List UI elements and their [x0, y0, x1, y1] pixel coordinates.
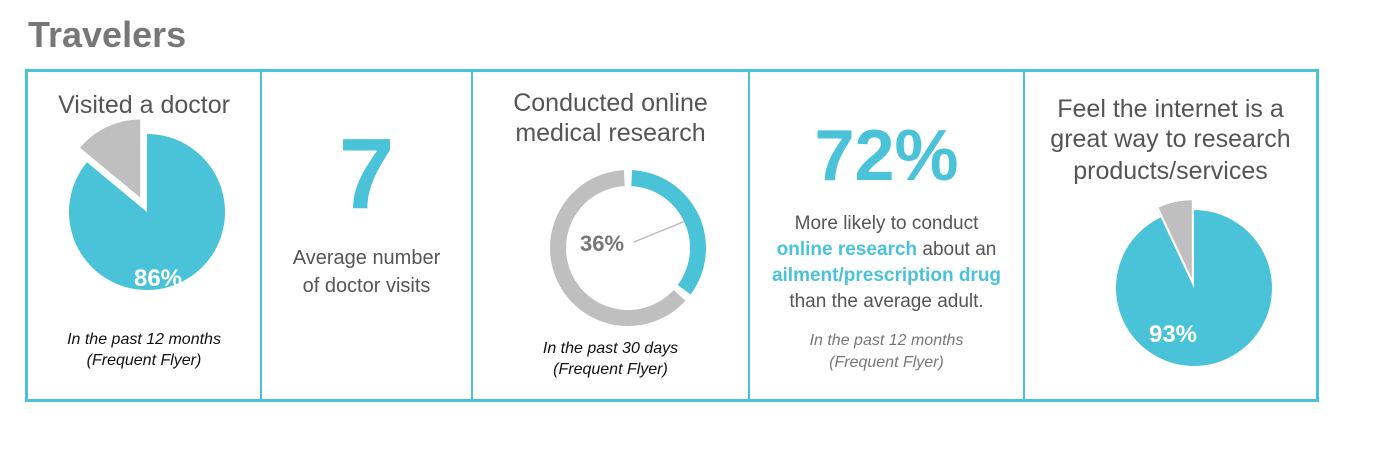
card-note-line2: (Frequent Flyer) — [86, 352, 202, 369]
pie-chart-internet-research: 93% — [1116, 200, 1272, 367]
card-note-line1: In the past 12 months — [809, 332, 964, 349]
card-title-line1: Feel the internet is a — [1057, 95, 1284, 123]
stats-panel: Visited a doctor 86% In the past 12 mont… — [25, 69, 1319, 402]
pie-data-label: 86% — [134, 265, 182, 292]
pie-slice-not-visited — [80, 119, 141, 198]
body-line4: than the average adult. — [789, 291, 984, 312]
highlight-ailment: ailment/prescription drug — [771, 265, 1002, 286]
body-line2-rest: about an — [917, 239, 997, 260]
donut-data-label: 36% — [580, 231, 624, 256]
page-title: Travelers — [28, 14, 187, 55]
card-note-line2: (Frequent Flyer) — [553, 361, 668, 378]
pie-slice-agree — [1116, 210, 1272, 367]
card-note-line1: In the past 12 months — [67, 331, 221, 348]
desc-line1: Average number — [292, 247, 441, 269]
desc-line2: of doctor visits — [302, 275, 431, 297]
body-line2: online research about an — [750, 237, 1023, 263]
card-note-line2: (Frequent Flyer) — [829, 354, 944, 371]
pie-slice-visited — [69, 134, 225, 290]
card-note-line1: In the past 30 days — [542, 340, 679, 357]
body-line1: More likely to conduct — [794, 213, 979, 234]
card-online-research: Conducted online medical research 36% In… — [473, 72, 748, 399]
card-title-line1: Conducted online — [513, 89, 708, 117]
card-title-line2: medical research — [515, 119, 706, 147]
big-number: 72% — [814, 116, 959, 196]
card-title-line3: products/services — [1073, 157, 1268, 185]
card-internet-research: Feel the internet is a great way to rese… — [1025, 72, 1316, 399]
highlight-online-research: online research — [776, 239, 918, 260]
big-number: 7 — [338, 118, 395, 230]
donut-chart-online-research: 36% — [550, 170, 706, 326]
card-avg-visits: 7 Average number of doctor visits — [262, 72, 471, 399]
pie-chart-visited-doctor: 86% — [69, 119, 225, 292]
donut-slice-not-researched — [550, 170, 686, 326]
divider — [748, 72, 750, 399]
leader-line — [633, 220, 685, 243]
pie-slice-disagree — [1158, 200, 1192, 279]
card-title: Visited a doctor — [58, 91, 230, 119]
card-visited-doctor: Visited a doctor 86% In the past 12 mont… — [28, 72, 260, 399]
pie-data-label: 93% — [1149, 321, 1197, 348]
divider — [471, 72, 473, 399]
card-title-line2: great way to research — [1050, 125, 1291, 153]
divider — [1023, 72, 1025, 399]
card-more-likely: 72% More likely to conduct online resear… — [750, 72, 1023, 399]
donut-slice-researched — [631, 170, 706, 295]
divider — [260, 72, 262, 399]
